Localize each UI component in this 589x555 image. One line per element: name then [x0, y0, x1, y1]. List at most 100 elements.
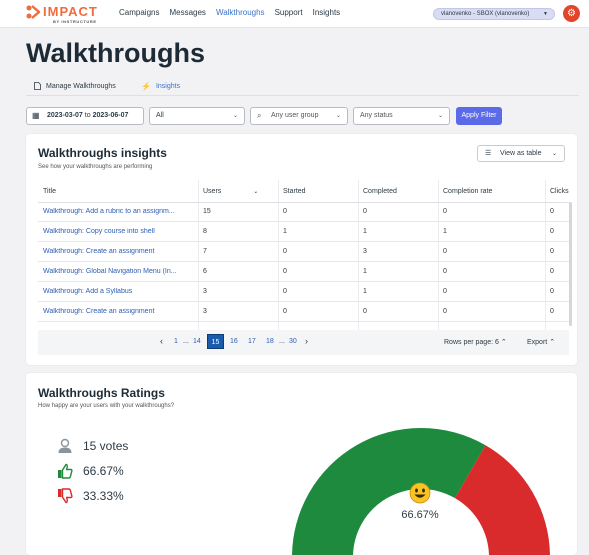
table-row[interactable]: Walkthrough: Create an assignment 7 0 3 …: [38, 242, 569, 262]
tab-insights[interactable]: ⚡ Insights: [141, 82, 180, 91]
nav-insights[interactable]: Insights: [312, 8, 341, 17]
page-first[interactable]: 1: [174, 338, 178, 345]
nav-messages[interactable]: Messages: [169, 8, 206, 17]
nav-support[interactable]: Support: [274, 8, 303, 17]
row-title-link[interactable]: Walkthrough: Copy course into shell: [43, 228, 155, 235]
positive-stat: 66.67%: [56, 463, 124, 479]
gauge-positive-arc: [292, 428, 486, 555]
row-rate: 0: [443, 248, 447, 255]
logo-subtitle: BY INSTRUCTURE: [53, 19, 97, 24]
column-label: Users: [203, 188, 222, 195]
chevron-up-icon: ⌃: [549, 339, 556, 346]
row-title-link[interactable]: Walkthrough: Add a rubric to an assignm.…: [43, 208, 175, 215]
row-started: 0: [283, 308, 287, 315]
column-header-users[interactable]: Users ⌄: [203, 180, 258, 202]
gauge-value: 66.67%: [401, 509, 439, 521]
settings-button[interactable]: ⚙: [563, 5, 580, 22]
view-as-table-button[interactable]: ☰ View as table ⌄: [477, 145, 565, 162]
page-last[interactable]: 30: [289, 338, 297, 345]
document-icon: [34, 82, 41, 90]
row-completed: 0: [363, 308, 367, 315]
tab-bar: Manage Walkthroughs ⚡ Insights: [26, 78, 579, 96]
row-rate: 1: [443, 228, 447, 235]
positive-percent: 66.67%: [83, 464, 124, 478]
gauge-negative-arc: [455, 445, 550, 555]
chevron-down-icon: ⌄: [335, 113, 341, 119]
column-header-title[interactable]: Title: [43, 188, 56, 195]
account-select[interactable]: vlanovenko - SBOX (vlanovenko) ▼: [433, 8, 555, 20]
row-title-link[interactable]: Walkthrough: Add a Syllabus: [43, 288, 133, 295]
ratings-title: Walkthroughs Ratings: [38, 386, 165, 400]
table-row[interactable]: Walkthrough: Add a rubric to an assignm.…: [38, 202, 569, 222]
tab-label: Manage Walkthroughs: [46, 82, 116, 90]
rows-per-page-label: Rows per page: 6: [444, 339, 499, 346]
page-14[interactable]: 14: [193, 338, 201, 345]
type-select[interactable]: All ⌄: [149, 107, 245, 125]
ratings-subtitle: How happy are your users with your walkt…: [38, 403, 175, 409]
search-icon: ⌕: [257, 111, 262, 120]
row-users: 3: [203, 308, 207, 315]
page-current[interactable]: 15: [207, 334, 224, 349]
calendar-icon: ▦: [32, 111, 40, 120]
negative-percent: 33.33%: [83, 489, 124, 503]
nav-walkthroughs[interactable]: Walkthroughs: [215, 8, 265, 17]
row-started: 0: [283, 208, 287, 215]
table-row[interactable]: Walkthrough: Copy course into shell 8 1 …: [38, 222, 569, 242]
table-scrollbar[interactable]: [569, 202, 572, 326]
table-row[interactable]: Walkthrough: Add a Syllabus 3 0 1 0 0: [38, 282, 569, 302]
ratings-card: Walkthroughs Ratings How happy are your …: [26, 373, 577, 555]
date-range-picker[interactable]: ▦ 2023-03-07 to 2023-06-07: [26, 107, 144, 125]
export-button[interactable]: Export ⌃: [527, 338, 555, 346]
page-18[interactable]: 18: [266, 338, 274, 345]
tab-label: Insights: [155, 83, 181, 90]
votes-stat: 15 votes: [56, 438, 128, 454]
row-started: 0: [283, 288, 287, 295]
sort-chevron-icon: ⌄: [253, 189, 259, 195]
row-clicks: 0: [550, 208, 554, 215]
chevron-down-icon: ⌄: [437, 113, 443, 119]
top-bar: IMPACT BY INSTRUCTURE Campaigns Messages…: [0, 0, 589, 28]
row-completed: 1: [363, 288, 367, 295]
column-header-clicks[interactable]: Clicks: [550, 188, 569, 195]
negative-stat: 33.33%: [56, 488, 124, 504]
rating-gauge: [292, 428, 550, 555]
impact-logo[interactable]: IMPACT BY INSTRUCTURE: [26, 3, 98, 25]
table-row[interactable]: Walkthrough: Global Navigation Menu (In.…: [38, 262, 569, 282]
status-select[interactable]: Any status ⌄: [353, 107, 450, 125]
user-icon: [58, 438, 72, 453]
row-title-link[interactable]: Walkthrough: Create an assignment: [43, 308, 155, 315]
date-start: 2023-03-07: [47, 112, 83, 119]
row-clicks: 0: [550, 228, 554, 235]
column-header-started[interactable]: Started: [283, 188, 306, 195]
user-group-input[interactable]: ⌕ Any user group ⌄: [250, 107, 348, 125]
prev-page-icon[interactable]: ‹: [160, 336, 163, 346]
export-label: Export: [527, 339, 548, 346]
row-completed: 1: [363, 268, 367, 275]
page-title: Walkthroughs: [26, 38, 205, 68]
row-rate: 0: [443, 308, 447, 315]
date-end: 2023-06-07: [92, 112, 129, 119]
row-clicks: 0: [550, 268, 554, 275]
tab-manage-walkthroughs[interactable]: Manage Walkthroughs: [34, 82, 116, 90]
row-title-link[interactable]: Walkthrough: Create an assignment: [43, 248, 155, 255]
column-header-completion-rate[interactable]: Completion rate: [443, 188, 493, 195]
rows-per-page-select[interactable]: Rows per page: 6 ⌃: [444, 338, 507, 346]
row-clicks: 0: [550, 288, 554, 295]
thumbs-up-icon: [58, 463, 73, 479]
page-17[interactable]: 17: [248, 338, 256, 345]
nav-campaigns[interactable]: Campaigns: [119, 8, 160, 17]
table-row[interactable]: Walkthrough: Create an assignment 3 0 0 …: [38, 302, 569, 322]
row-title-link[interactable]: Walkthrough: Global Navigation Menu (In.…: [43, 268, 177, 275]
insights-card: Walkthroughs insights See how your walkt…: [26, 134, 577, 365]
logo-icon: [26, 5, 40, 19]
row-started: 0: [283, 268, 287, 275]
row-rate: 0: [443, 288, 447, 295]
insights-title: Walkthroughs insights: [38, 146, 167, 160]
chevron-up-icon: ⌃: [500, 339, 507, 346]
column-header-completed[interactable]: Completed: [363, 188, 397, 195]
apply-filter-button[interactable]: Apply Filter: [456, 107, 502, 125]
account-select-value: vlanovenko - SBOX (vlanovenko): [441, 11, 530, 17]
next-page-icon[interactable]: ›: [305, 336, 308, 346]
row-users: 8: [203, 228, 207, 235]
page-16[interactable]: 16: [230, 338, 238, 345]
